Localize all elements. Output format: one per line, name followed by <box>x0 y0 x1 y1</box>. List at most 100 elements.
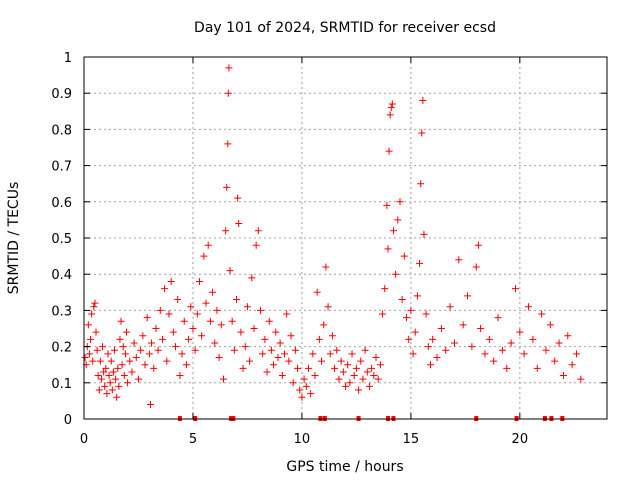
data-point <box>511 285 519 293</box>
data-point <box>477 325 485 332</box>
data-point <box>122 328 130 336</box>
data-point <box>577 375 585 383</box>
data-point <box>344 361 352 369</box>
data-point <box>572 350 580 358</box>
data-point <box>311 372 319 380</box>
data-point <box>119 343 127 351</box>
y-tick-label: 0.7 <box>51 160 72 175</box>
data-point <box>148 339 156 347</box>
data-point <box>481 350 489 358</box>
y-tick-label: 0.3 <box>51 304 72 319</box>
data-point <box>118 361 126 369</box>
data-point <box>352 364 360 372</box>
data-point <box>320 321 328 329</box>
data-point <box>342 382 349 390</box>
data-point <box>165 310 173 318</box>
data-point <box>418 129 426 137</box>
data-point <box>109 368 117 376</box>
data-point <box>384 245 392 253</box>
x-tick-label: 20 <box>512 432 529 447</box>
data-point <box>89 357 97 365</box>
data-point <box>359 375 367 383</box>
data-point <box>163 357 171 365</box>
data-point <box>507 339 515 347</box>
data-point <box>287 332 295 340</box>
data-point <box>88 310 96 318</box>
data-point <box>115 382 123 390</box>
data-point <box>331 364 339 372</box>
data-point <box>198 332 206 340</box>
data-point <box>407 306 415 314</box>
data-point <box>134 375 142 383</box>
data-point <box>559 372 567 380</box>
data-point <box>403 314 411 322</box>
x-tick-label: 0 <box>80 432 88 447</box>
data-point <box>339 368 347 376</box>
data-point <box>442 346 450 354</box>
data-point <box>398 296 406 304</box>
data-point <box>107 357 115 365</box>
data-point <box>385 147 393 155</box>
data-point <box>328 332 336 340</box>
data-point <box>114 364 122 372</box>
data-point <box>300 375 308 383</box>
chart-title: Day 101 of 2024, SRMTID for receiver ecs… <box>194 20 496 36</box>
data-point <box>538 310 546 318</box>
data-point <box>180 317 188 325</box>
data-point <box>396 198 404 206</box>
y-axis-label: SRMTID / TECUs <box>6 182 22 295</box>
data-point <box>104 350 112 358</box>
data-point <box>326 350 334 358</box>
y-tick-label: 0.1 <box>51 377 72 392</box>
data-point <box>280 350 288 358</box>
data-point <box>446 303 454 311</box>
data-point <box>257 306 265 314</box>
data-point <box>97 375 105 383</box>
data-point <box>468 343 476 351</box>
data-point <box>464 292 472 300</box>
data-point <box>350 372 358 380</box>
data-point <box>189 325 197 332</box>
data-point <box>386 111 394 119</box>
data-point <box>335 375 343 383</box>
data-point <box>278 372 286 380</box>
data-point <box>202 299 210 307</box>
data-point <box>411 328 419 336</box>
data-point <box>99 343 107 351</box>
data-point <box>174 296 182 304</box>
x-axis-label: GPS time / hours <box>286 459 403 475</box>
data-point <box>296 386 304 394</box>
data-point <box>289 379 297 387</box>
data-point <box>90 303 98 311</box>
data-point <box>93 346 101 354</box>
data-point <box>81 353 89 361</box>
data-point <box>381 285 389 293</box>
data-point <box>233 296 241 304</box>
data-point <box>270 361 278 369</box>
data-point <box>267 346 275 354</box>
data-point <box>206 317 214 325</box>
data-point <box>370 372 378 380</box>
data-point <box>365 382 373 390</box>
data-point <box>224 89 232 97</box>
data-point <box>243 303 251 311</box>
y-tick-label: 0.2 <box>51 341 72 356</box>
data-point <box>376 361 384 369</box>
data-point <box>272 328 280 336</box>
data-point <box>111 346 119 354</box>
y-tick-label: 0.5 <box>51 232 72 247</box>
data-point <box>520 350 528 358</box>
data-point <box>126 357 134 365</box>
data-point <box>101 382 109 390</box>
data-point <box>120 372 128 380</box>
data-point <box>309 350 317 358</box>
data-point <box>374 375 382 383</box>
data-point <box>474 241 482 249</box>
data-point <box>102 364 110 372</box>
data-point <box>368 364 376 372</box>
data-point <box>209 288 217 296</box>
data-point <box>85 350 93 358</box>
data-point <box>117 317 125 325</box>
data-point <box>564 332 572 340</box>
